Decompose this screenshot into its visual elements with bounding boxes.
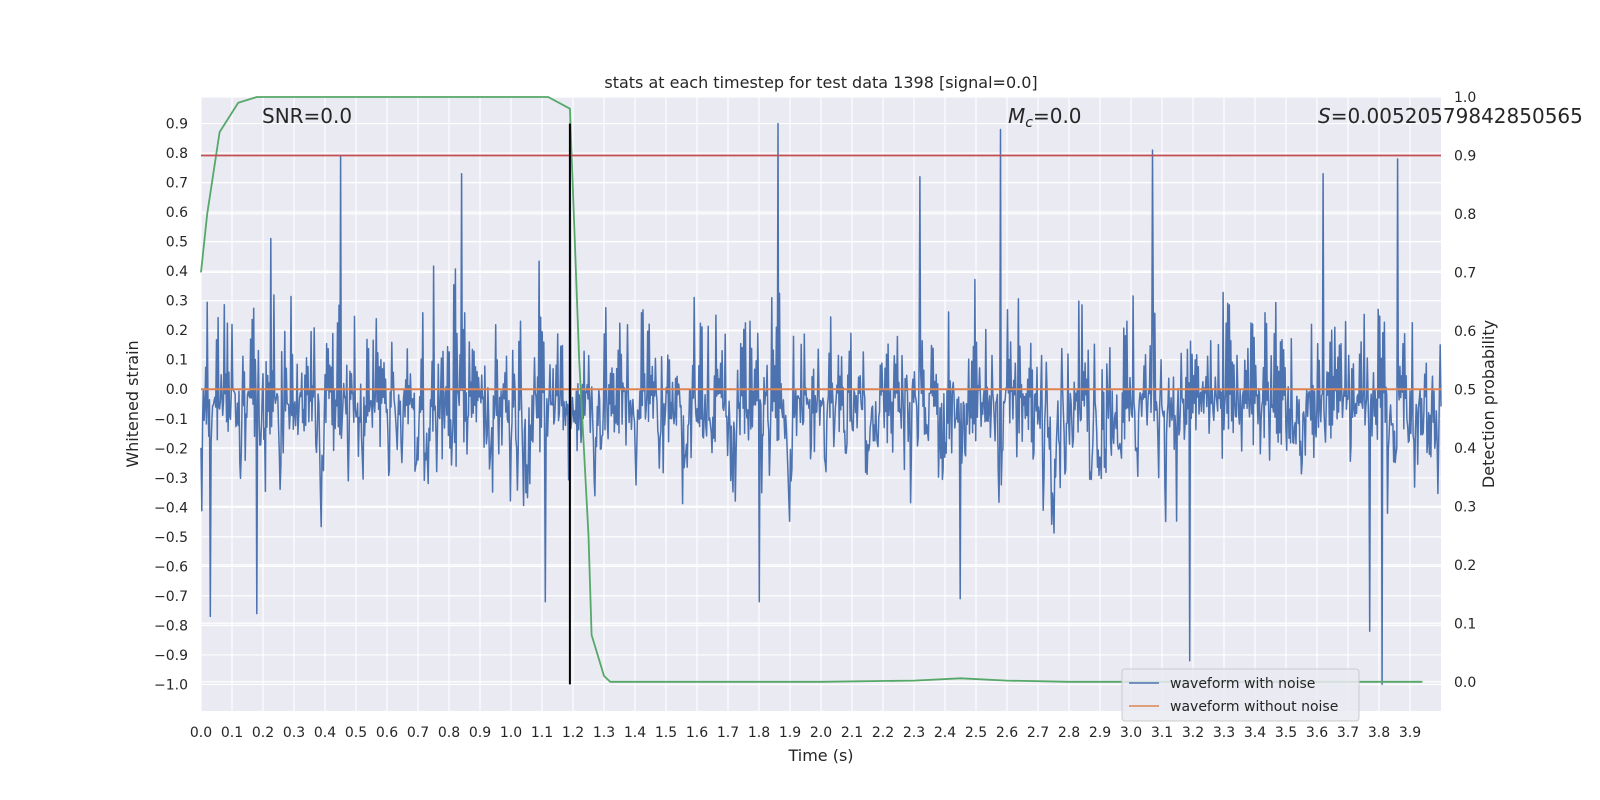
y2-tick-label: 1.0 (1454, 90, 1476, 106)
s-symbol: S (1318, 104, 1331, 128)
x-tick-label: 0.3 (283, 725, 305, 741)
mc-annotation: Mc=0.0 (1008, 104, 1082, 131)
x-tick-label: 1.1 (531, 725, 553, 741)
mc-symbol: M (1008, 104, 1025, 128)
y-tick-label: 0.4 (166, 264, 188, 280)
x-axis-label: Time (s) (787, 746, 853, 765)
y2-tick-label: 0.8 (1454, 207, 1476, 223)
snr-annotation: SNR=0.0 (262, 104, 352, 128)
x-tick-label: 0.0 (190, 725, 212, 741)
series-detection-probability (200, 96, 1423, 683)
x-tick-label: 3.4 (1244, 725, 1266, 741)
x-tick-label: 2.5 (965, 725, 987, 741)
x-tick-label: 2.2 (872, 725, 894, 741)
y2-tick-label: 0.1 (1454, 616, 1476, 632)
grid (200, 96, 1441, 711)
y-tick-label: −0.2 (154, 441, 188, 457)
x-tick-label: 0.2 (252, 725, 274, 741)
x-tick-label: 2.8 (1058, 725, 1080, 741)
y2-tick-label: 0.7 (1454, 265, 1476, 281)
y2-axis-ticks: 1.0 0.9 0.8 0.7 0.6 0.5 0.4 0.3 0.2 0.1 0.0 (1454, 90, 1476, 691)
series-waveform-with-noise (200, 122, 1442, 686)
legend-label-noise: waveform with noise (1170, 676, 1315, 692)
y2-tick-label: 0.9 (1454, 148, 1476, 164)
y-tick-label: −0.3 (154, 471, 188, 487)
x-tick-label: 3.8 (1368, 725, 1390, 741)
x-tick-label: 2.4 (934, 725, 956, 741)
waveform-with-noise-line (200, 122, 1442, 686)
y-tick-label: 0.6 (166, 205, 188, 221)
x-tick-label: 1.0 (500, 725, 522, 741)
y-tick-label: 0.0 (166, 382, 188, 398)
x-tick-label: 1.3 (593, 725, 615, 741)
x-tick-label: 1.2 (562, 725, 584, 741)
mc-subscript: c (1025, 115, 1033, 131)
y-tick-label: 0.7 (166, 176, 188, 192)
s-annotation: S=0.00520579842850565 (1318, 104, 1583, 128)
x-tick-label: 2.0 (810, 725, 832, 741)
x-tick-label: 1.6 (686, 725, 708, 741)
y2-tick-label: 0.3 (1454, 499, 1476, 515)
y2-axis-label: Detection probability (1479, 320, 1498, 488)
x-tick-label: 0.9 (469, 725, 491, 741)
x-tick-label: 2.1 (841, 725, 863, 741)
y2-tick-label: 0.5 (1454, 382, 1476, 398)
legend: waveform with noise waveform without noi… (1121, 668, 1360, 722)
y-tick-label: 0.1 (166, 353, 188, 369)
y-tick-label: 0.3 (166, 294, 188, 310)
x-tick-label: 3.3 (1213, 725, 1235, 741)
x-tick-label: 1.8 (748, 725, 770, 741)
y-tick-label: −0.5 (154, 530, 188, 546)
x-tick-label: 2.6 (996, 725, 1018, 741)
x-tick-label: 0.1 (221, 725, 243, 741)
x-tick-label: 0.4 (314, 725, 336, 741)
x-tick-label: 3.7 (1337, 725, 1359, 741)
x-tick-label: 0.8 (438, 725, 460, 741)
y-tick-label: 0.8 (166, 146, 188, 162)
x-tick-label: 3.0 (1120, 725, 1142, 741)
y-tick-label: 0.9 (166, 117, 188, 133)
y-tick-label: −0.1 (154, 412, 188, 428)
y-tick-label: −0.4 (154, 500, 188, 516)
x-tick-label: 3.1 (1151, 725, 1173, 741)
legend-label-clean: waveform without noise (1170, 699, 1338, 715)
y-tick-label: −0.7 (154, 589, 188, 605)
x-tick-label: 2.3 (903, 725, 925, 741)
x-tick-label: 3.5 (1275, 725, 1297, 741)
y2-tick-label: 0.6 (1454, 324, 1476, 340)
s-value: =0.00520579842850565 (1331, 104, 1583, 128)
y2-tick-label: 0.4 (1454, 441, 1476, 457)
mc-value: =0.0 (1033, 104, 1082, 128)
y-tick-label: −0.8 (154, 618, 188, 634)
y2-tick-label: 0.0 (1454, 675, 1476, 691)
y-tick-label: −0.9 (154, 648, 188, 664)
y-tick-label: 0.2 (166, 323, 188, 339)
x-tick-label: 0.7 (407, 725, 429, 741)
x-tick-label: 0.6 (376, 725, 398, 741)
y-tick-label: −0.6 (154, 559, 188, 575)
x-tick-label: 3.9 (1399, 725, 1421, 741)
detection-probability-line (200, 96, 1423, 683)
x-tick-label: 2.9 (1089, 725, 1111, 741)
x-tick-label: 1.5 (655, 725, 677, 741)
legend-box (1121, 668, 1360, 722)
y-axis-ticks: 0.9 0.8 0.7 0.6 0.5 0.4 0.3 0.2 0.1 0.0 −0.1 −0.2 −0… (154, 117, 188, 694)
x-tick-label: 3.2 (1182, 725, 1204, 741)
x-tick-label: 1.9 (779, 725, 801, 741)
x-tick-label: 1.7 (717, 725, 739, 741)
x-tick-label: 2.7 (1027, 725, 1049, 741)
x-tick-label: 1.4 (624, 725, 646, 741)
x-tick-label: 0.5 (345, 725, 367, 741)
y-tick-label: −1.0 (154, 677, 188, 693)
y2-tick-label: 0.2 (1454, 558, 1476, 574)
x-axis-ticks: 0.0 0.1 0.2 0.3 0.4 0.5 0.6 0.7 0.8 0.9 1.0 1.1 1.2 1… (190, 725, 1421, 741)
x-tick-label: 3.6 (1306, 725, 1328, 741)
y-tick-label: 0.5 (166, 235, 188, 251)
y-axis-label: Whitened strain (123, 340, 142, 467)
chart-title: stats at each timestep for test data 139… (604, 73, 1037, 92)
